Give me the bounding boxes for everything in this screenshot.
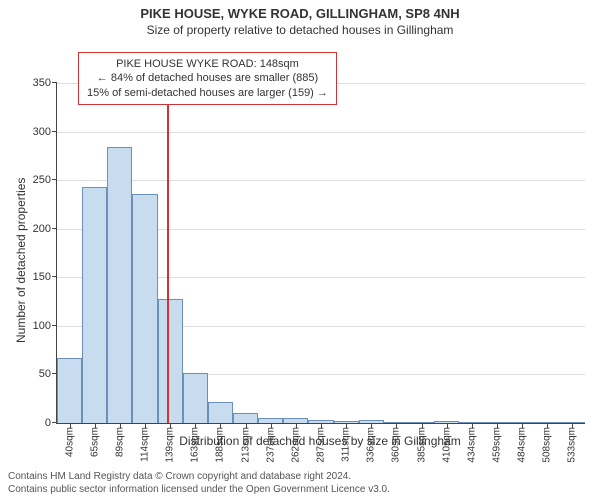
y-tick-mark	[52, 228, 57, 229]
title-sub: Size of property relative to detached ho…	[0, 23, 600, 37]
histogram-bar	[208, 402, 233, 423]
footer-attribution: Contains HM Land Registry data © Crown c…	[8, 470, 390, 496]
x-tick-mark	[547, 423, 548, 428]
y-tick-mark	[52, 325, 57, 326]
y-tick-label: 250	[33, 174, 57, 186]
x-tick-mark	[447, 423, 448, 428]
histogram-bar	[132, 194, 157, 423]
annotation-box: PIKE HOUSE WYKE ROAD: 148sqm ← 84% of de…	[78, 52, 337, 105]
x-tick-mark	[220, 423, 221, 428]
x-tick-mark	[296, 423, 297, 428]
y-tick-label: 50	[39, 368, 57, 380]
plot-area: 05010015020025030035040sqm65sqm89sqm114s…	[56, 83, 585, 424]
x-tick-mark	[497, 423, 498, 428]
x-axis-label: Distribution of detached houses by size …	[56, 434, 584, 448]
x-tick-mark	[95, 423, 96, 428]
histogram-bar	[158, 299, 183, 423]
y-tick-label: 300	[33, 126, 57, 138]
x-tick-mark	[371, 423, 372, 428]
histogram-bar	[82, 187, 107, 423]
y-tick-mark	[52, 131, 57, 132]
reference-line	[167, 83, 169, 423]
gridline	[57, 132, 585, 133]
gridline	[57, 180, 585, 181]
histogram-bar	[183, 373, 208, 424]
footer-line1: Contains HM Land Registry data © Crown c…	[8, 470, 390, 483]
annotation-line3: 15% of semi-detached houses are larger (…	[87, 86, 328, 100]
footer-line2: Contains public sector information licen…	[8, 483, 390, 496]
annotation-line2: ← 84% of detached houses are smaller (88…	[87, 71, 328, 85]
histogram-bar	[233, 413, 258, 423]
y-tick-label: 150	[33, 271, 57, 283]
x-tick-mark	[170, 423, 171, 428]
x-tick-mark	[145, 423, 146, 428]
x-tick-mark	[271, 423, 272, 428]
annotation-line1: PIKE HOUSE WYKE ROAD: 148sqm	[87, 57, 328, 71]
x-tick-mark	[321, 423, 322, 428]
y-tick-label: 350	[33, 77, 57, 89]
y-tick-label: 200	[33, 223, 57, 235]
histogram-bar	[57, 358, 82, 423]
y-tick-mark	[52, 82, 57, 83]
x-tick-mark	[472, 423, 473, 428]
x-tick-mark	[422, 423, 423, 428]
x-tick-mark	[70, 423, 71, 428]
y-tick-label: 0	[45, 417, 57, 429]
x-tick-mark	[396, 423, 397, 428]
x-tick-mark	[346, 423, 347, 428]
chart-title-block: PIKE HOUSE, WYKE ROAD, GILLINGHAM, SP8 4…	[0, 0, 600, 37]
x-tick-mark	[522, 423, 523, 428]
x-tick-mark	[195, 423, 196, 428]
y-axis-label: Number of detached properties	[14, 178, 28, 343]
y-tick-mark	[52, 179, 57, 180]
histogram-bar	[107, 147, 132, 423]
x-tick-mark	[572, 423, 573, 428]
x-tick-mark	[246, 423, 247, 428]
y-tick-label: 100	[33, 320, 57, 332]
y-tick-mark	[52, 276, 57, 277]
title-main: PIKE HOUSE, WYKE ROAD, GILLINGHAM, SP8 4…	[0, 6, 600, 21]
x-tick-mark	[120, 423, 121, 428]
